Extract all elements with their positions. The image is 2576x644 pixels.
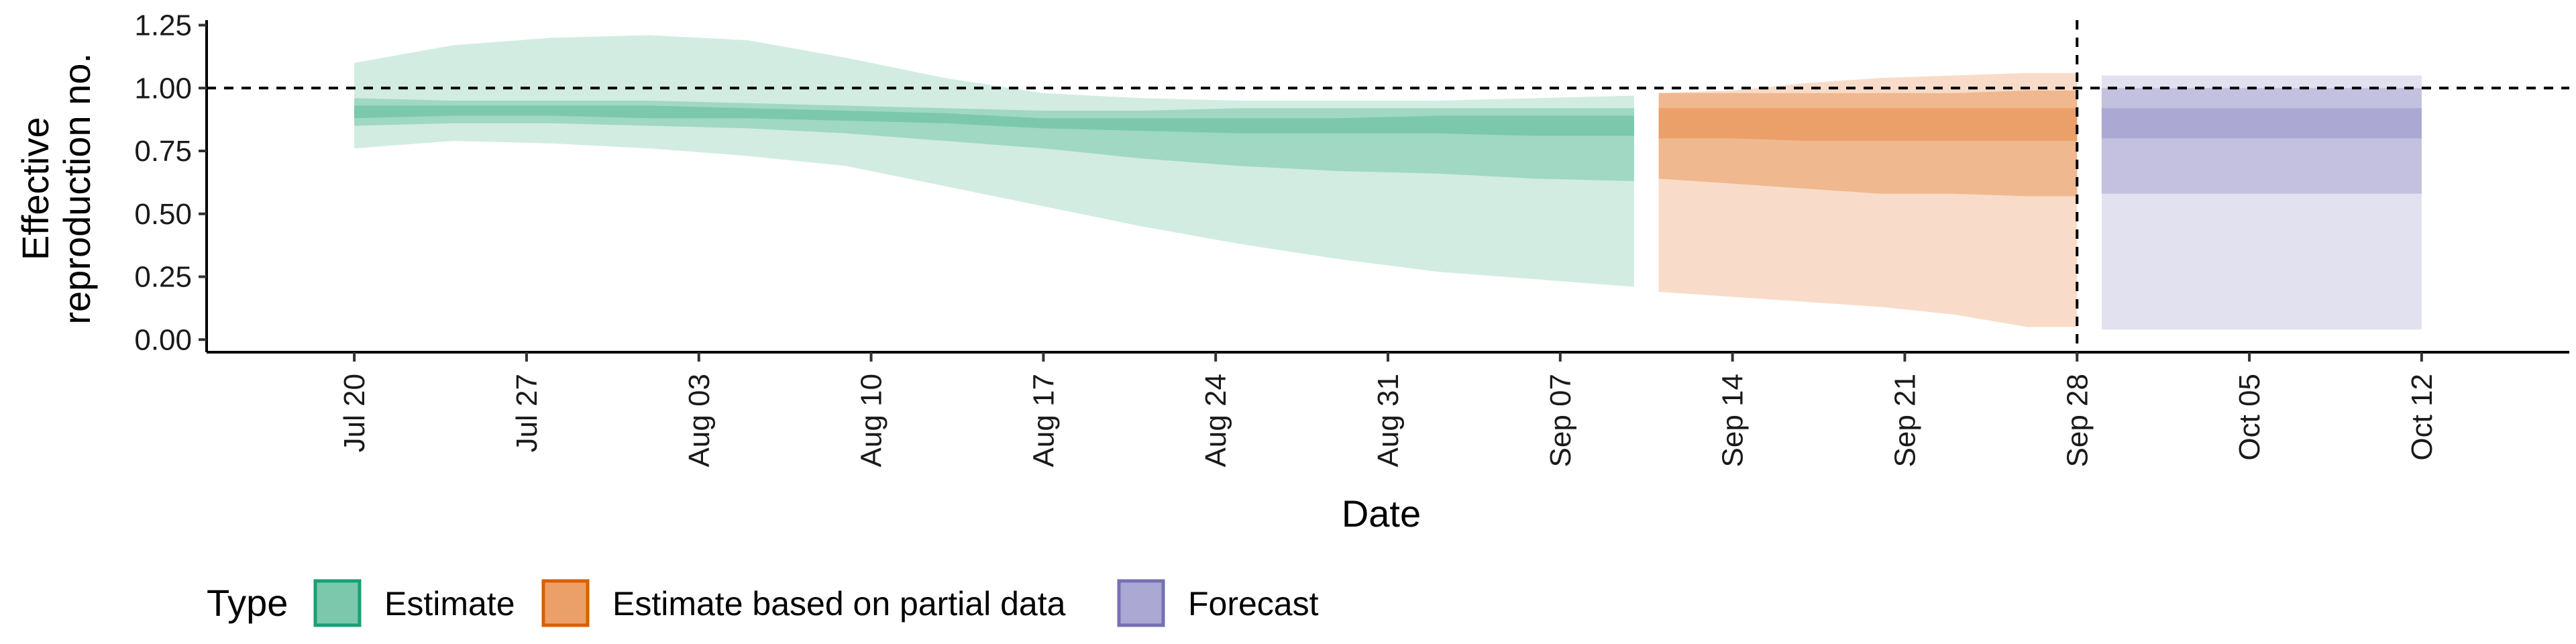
- legend-swatch: [313, 579, 362, 627]
- axis-titles: Date Effective reproduction no.: [14, 53, 1421, 535]
- series-2: [2101, 75, 2422, 330]
- legend-label: Estimate: [384, 585, 515, 623]
- x-tick-label: Sep 28: [2061, 374, 2094, 467]
- y-tick-label: 1.25: [134, 9, 192, 42]
- y-axis-title-line: Effective: [14, 117, 56, 260]
- band-20: [354, 105, 1634, 136]
- band-50: [1658, 91, 2078, 197]
- y-tick-label: 0.00: [134, 323, 192, 356]
- x-tick-label: Jul 20: [338, 374, 371, 452]
- x-tick-label: Aug 31: [1372, 374, 1405, 467]
- y-tick-label: 0.25: [134, 261, 192, 294]
- band-50: [2101, 88, 2422, 194]
- x-tick-label: Oct 12: [2406, 374, 2438, 461]
- uncertainty-bands: [354, 35, 2422, 330]
- x-tick-label: Sep 07: [1544, 374, 1577, 467]
- band-90: [354, 35, 1634, 287]
- reference-lines: [207, 20, 2569, 356]
- series-1: [1658, 72, 2078, 327]
- x-tick-label: Jul 27: [511, 374, 543, 452]
- legend: Type Estimate Estimate based on partial da…: [207, 579, 1319, 627]
- x-tick-label: Aug 24: [1199, 374, 1232, 467]
- x-tick-label: Aug 03: [683, 374, 716, 467]
- series-0: [354, 35, 1634, 287]
- x-axis-title: Date: [1342, 492, 1421, 535]
- legend-swatch: [541, 579, 590, 627]
- legend-swatch: [1117, 579, 1165, 627]
- x-tick-label: Aug 10: [855, 374, 888, 467]
- y-axis-title-line: reproduction no.: [56, 53, 98, 325]
- x-tick-label: Aug 17: [1027, 374, 1060, 467]
- legend-title: Type: [207, 582, 288, 624]
- y-tick-label: 1.00: [134, 72, 192, 105]
- x-tick-label: Oct 05: [2233, 374, 2266, 461]
- y-tick-label: 0.50: [134, 198, 192, 231]
- band-20: [1658, 108, 2078, 141]
- band-20: [2101, 108, 2422, 139]
- x-tick-label: Sep 21: [1888, 374, 1921, 467]
- legend-label: Forecast: [1188, 585, 1319, 623]
- axes: 0.00 0.25 0.50 0.75 1.00 1.25 Jul 20 Jul 27 Aug …: [134, 9, 2569, 467]
- y-tick-label: 0.75: [134, 135, 192, 168]
- legend-label: Estimate based on partial data: [612, 585, 1066, 623]
- x-tick-label: Sep 14: [1717, 374, 1750, 467]
